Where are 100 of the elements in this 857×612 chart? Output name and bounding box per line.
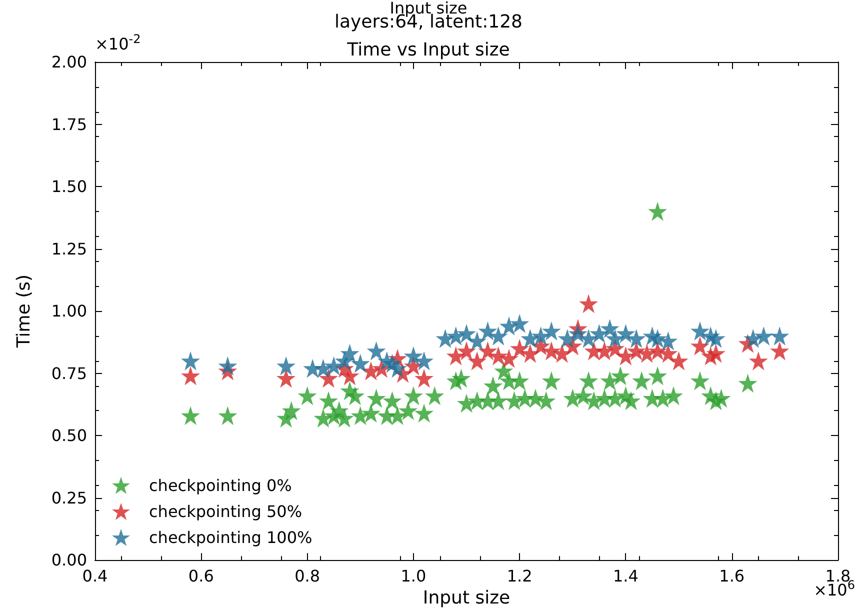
point [452, 368, 471, 388]
point [568, 324, 588, 343]
point [488, 326, 508, 346]
point [366, 341, 386, 360]
x-tick-label: 1.2 [506, 566, 532, 586]
point [404, 346, 423, 366]
point [499, 316, 518, 336]
point [314, 358, 333, 378]
point [414, 351, 434, 370]
point [457, 324, 476, 343]
y-axis-title: Time (s) [14, 274, 34, 349]
point [744, 328, 763, 348]
legend-label: checkpointing 0% [149, 476, 292, 495]
point [690, 371, 710, 390]
point [414, 368, 434, 388]
point [712, 388, 731, 408]
point [579, 294, 598, 314]
point [510, 314, 530, 334]
point [754, 326, 774, 346]
point [398, 401, 418, 420]
point [584, 391, 604, 410]
point [648, 202, 668, 221]
point [276, 368, 296, 388]
point [669, 351, 688, 370]
x-tick-label: 0.8 [294, 566, 320, 586]
point [340, 344, 360, 363]
point [626, 341, 646, 360]
x-tick-label: 1.0 [400, 566, 426, 586]
point [350, 406, 370, 426]
x-tick-label: 1.4 [612, 566, 638, 586]
point [425, 386, 444, 406]
point [319, 368, 338, 388]
point [536, 391, 556, 410]
point [324, 356, 344, 376]
point [574, 386, 593, 406]
point [690, 336, 710, 356]
point [558, 328, 577, 348]
point [499, 348, 518, 368]
legend-label: checkpointing 50% [149, 502, 302, 521]
point [706, 328, 726, 348]
point [468, 351, 487, 370]
y-tick-label: 1.25 [51, 239, 87, 258]
point [494, 361, 514, 380]
point [616, 324, 636, 343]
point [414, 404, 434, 423]
point [446, 346, 466, 366]
point [563, 388, 582, 408]
point [738, 374, 758, 393]
point [361, 404, 380, 423]
x-tick-label: 1.6 [719, 566, 745, 586]
point [218, 406, 238, 426]
point [706, 344, 726, 363]
point [542, 371, 561, 390]
point [690, 321, 710, 340]
point [616, 346, 636, 366]
point [579, 371, 598, 390]
point [488, 391, 508, 410]
point [478, 341, 498, 360]
point [770, 341, 790, 360]
point [622, 391, 641, 410]
point [664, 386, 683, 406]
x-tick-label: 0.6 [188, 566, 214, 586]
point [510, 338, 530, 358]
point [632, 371, 652, 390]
point [637, 344, 656, 363]
point [648, 341, 668, 360]
point [436, 328, 455, 348]
point [181, 351, 200, 370]
chart-title: Time vs Input size [346, 40, 510, 60]
point [314, 408, 333, 428]
point [298, 386, 317, 406]
y-tick-label: 2.00 [51, 52, 87, 72]
point [526, 388, 545, 408]
point [626, 328, 646, 348]
point [382, 391, 402, 410]
point [504, 391, 524, 410]
point [484, 376, 503, 396]
point [520, 328, 540, 348]
point [600, 371, 620, 390]
point [488, 346, 508, 366]
point [334, 408, 354, 428]
point [648, 328, 668, 348]
legend-label: checkpointing 100% [149, 528, 312, 547]
point [350, 354, 370, 373]
point [594, 341, 614, 360]
point [218, 356, 238, 376]
point [319, 391, 338, 410]
y-tick-label: 0.50 [51, 426, 87, 446]
y-tick-label: 1.50 [51, 177, 87, 196]
y-tick-label: 0.25 [51, 488, 87, 508]
point [346, 386, 365, 406]
point [658, 331, 678, 350]
point [658, 344, 678, 363]
point [600, 318, 620, 338]
point [648, 366, 668, 386]
y-tick-label: 0.75 [51, 364, 87, 383]
x-axis-title: Input size [422, 588, 510, 608]
point [510, 371, 530, 390]
point [542, 341, 561, 360]
point [590, 324, 609, 343]
